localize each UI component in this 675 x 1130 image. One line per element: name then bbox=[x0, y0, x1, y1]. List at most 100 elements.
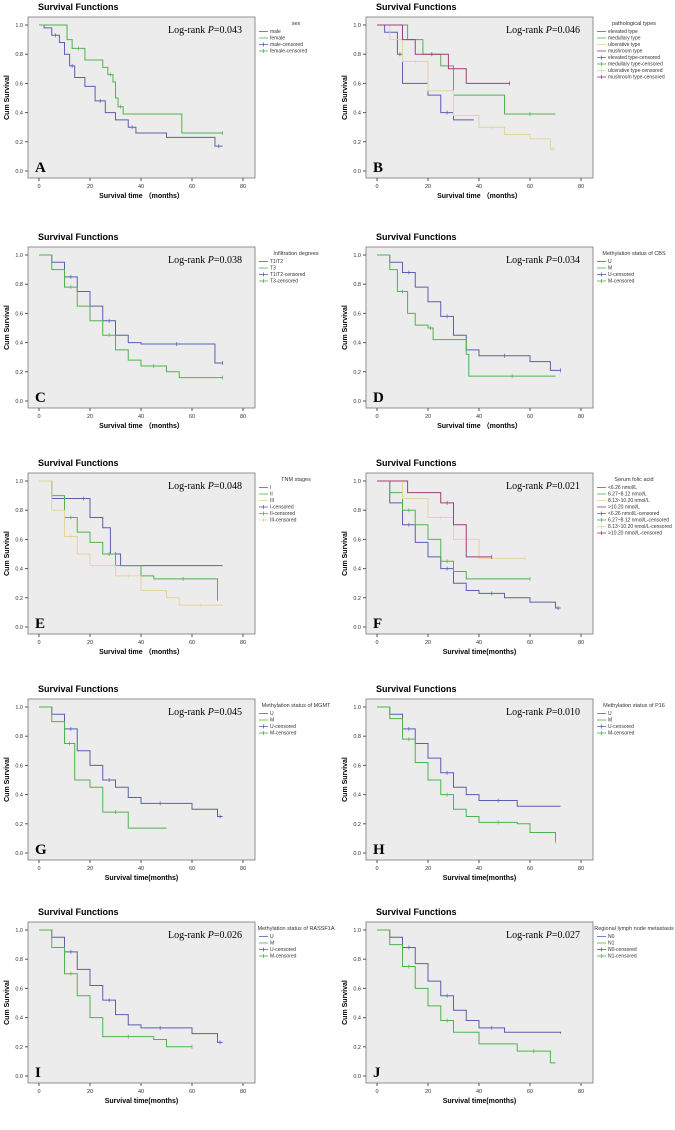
y-tick-label: 0.2 bbox=[15, 1045, 23, 1051]
panel-title: Survival Functions bbox=[376, 684, 457, 694]
survival-curve-1 bbox=[39, 480, 218, 601]
survival-curve-1 bbox=[377, 24, 556, 115]
survival-panel-i: Survival Functions 0.0 0.2 0.4 0.6 0.8 1.0 0 20 4… bbox=[0, 905, 337, 1130]
legend-entry: II-censored bbox=[270, 511, 295, 517]
p-symbol: P bbox=[545, 481, 552, 492]
legend-entry: M bbox=[608, 266, 612, 272]
y-tick-label: 1.0 bbox=[15, 253, 23, 259]
legend-entry: N0 bbox=[608, 934, 615, 940]
legend-title: sex bbox=[292, 21, 301, 27]
logrank-label: Log-rank P=0.026 bbox=[168, 930, 242, 941]
legend-entry: M-censored bbox=[608, 279, 635, 285]
survival-curve-1 bbox=[377, 929, 556, 1064]
y-tick-label: 0.2 bbox=[353, 140, 361, 146]
x-tick-label: 80 bbox=[578, 1089, 584, 1095]
p-symbol: P bbox=[207, 25, 214, 36]
legend-entry: female bbox=[270, 36, 285, 42]
survival-curve-0 bbox=[377, 24, 474, 121]
p-symbol: P bbox=[545, 255, 552, 266]
panel-title: Survival Functions bbox=[38, 907, 119, 917]
legend-entry: III-censored bbox=[270, 518, 297, 524]
x-tick-label: 60 bbox=[189, 184, 195, 190]
x-tick-label: 20 bbox=[425, 1089, 431, 1095]
legend-entry: U-censored bbox=[270, 947, 296, 953]
x-tick-label: 20 bbox=[425, 184, 431, 190]
logrank-text: Log-rank bbox=[506, 481, 546, 492]
y-tick-label: 0.6 bbox=[15, 763, 23, 769]
y-axis-label: Cum Survival bbox=[342, 75, 349, 120]
legend-entry: male bbox=[270, 29, 281, 35]
panel-letter: B bbox=[373, 160, 383, 176]
survival-panel-c: Survival Functions 0.0 0.2 0.4 0.6 0.8 1.0 0 20 4… bbox=[0, 230, 337, 455]
y-tick-label: 0.2 bbox=[353, 596, 361, 602]
legend-entry: M bbox=[270, 718, 274, 724]
x-tick-label: 40 bbox=[138, 640, 144, 646]
x-tick-label: 0 bbox=[37, 1089, 40, 1095]
y-tick-label: 0.6 bbox=[15, 311, 23, 317]
legend-entry: U bbox=[270, 934, 274, 940]
y-tick-label: 0.6 bbox=[15, 986, 23, 992]
logrank-text: Log-rank bbox=[506, 25, 546, 36]
legend-title: Methylation status of RASSF1A bbox=[257, 926, 334, 932]
x-axis-label: Survival time(months) bbox=[105, 875, 179, 882]
survival-curve-2 bbox=[377, 24, 556, 150]
y-tick-label: 0.8 bbox=[15, 52, 23, 58]
p-value: =0.038 bbox=[214, 255, 242, 266]
survival-panel-e: Survival Functions 0.0 0.2 0.4 0.6 0.8 1.0 0 20 4… bbox=[0, 456, 337, 681]
p-value: =0.045 bbox=[214, 707, 242, 718]
p-symbol: P bbox=[545, 930, 552, 941]
y-tick-label: 0.8 bbox=[353, 508, 361, 514]
x-tick-label: 60 bbox=[527, 414, 533, 420]
y-axis-label: Cum Survival bbox=[342, 531, 349, 576]
y-tick-label: 0.6 bbox=[353, 986, 361, 992]
x-tick-label: 40 bbox=[138, 866, 144, 872]
y-tick-label: 0.4 bbox=[15, 1016, 23, 1022]
y-tick-label: 0.0 bbox=[353, 399, 361, 405]
y-tick-label: 0.8 bbox=[15, 734, 23, 740]
y-axis-label: Cum Survival bbox=[342, 980, 349, 1025]
panel-title: Survival Functions bbox=[38, 232, 119, 242]
logrank-text: Log-rank bbox=[506, 707, 546, 718]
x-tick-label: 0 bbox=[37, 640, 40, 646]
panel-letter: D bbox=[373, 390, 384, 406]
logrank-label: Log-rank P=0.021 bbox=[506, 481, 580, 492]
x-tick-label: 80 bbox=[578, 184, 584, 190]
y-tick-label: 0.0 bbox=[15, 169, 23, 175]
y-tick-label: 0.6 bbox=[353, 81, 361, 87]
y-tick-label: 0.2 bbox=[353, 822, 361, 828]
legend-entry: U-censored bbox=[608, 272, 634, 278]
p-value: =0.048 bbox=[214, 481, 242, 492]
panel-letter: A bbox=[35, 160, 46, 176]
y-tick-label: 0.0 bbox=[353, 625, 361, 631]
p-symbol: P bbox=[207, 930, 214, 941]
legend-entry: 8.13~10.20 nmol/L-censored bbox=[608, 524, 672, 530]
x-tick-label: 20 bbox=[87, 184, 93, 190]
logrank-label: Log-rank P=0.043 bbox=[168, 25, 242, 36]
legend-entry: elevated type-censored bbox=[608, 55, 660, 61]
y-tick-label: 0.0 bbox=[353, 169, 361, 175]
x-tick-label: 60 bbox=[527, 866, 533, 872]
panel-letter: H bbox=[373, 842, 385, 858]
y-tick-label: 0.0 bbox=[353, 851, 361, 857]
y-tick-label: 0.8 bbox=[15, 957, 23, 963]
legend-entry: M-censored bbox=[608, 731, 635, 737]
legend-entry: U bbox=[608, 711, 612, 717]
legend-title: Infiltration degrees bbox=[273, 251, 318, 257]
x-tick-label: 0 bbox=[375, 414, 378, 420]
legend-title: pathological types bbox=[612, 21, 656, 27]
legend-entry: M-censored bbox=[270, 954, 297, 960]
y-axis-label: Cum Survival bbox=[4, 75, 11, 120]
x-tick-label: 20 bbox=[425, 640, 431, 646]
legend-title: Regional lymph node metastasis bbox=[594, 926, 674, 932]
x-tick-label: 0 bbox=[37, 866, 40, 872]
survival-panel-g: Survival Functions 0.0 0.2 0.4 0.6 0.8 1.0 0 20 4… bbox=[0, 682, 337, 907]
legend-entry: I bbox=[270, 485, 271, 491]
x-axis-label: Survival time （months） bbox=[99, 648, 184, 656]
legend-entry: U-censored bbox=[270, 724, 296, 730]
legend-entry: III bbox=[270, 498, 274, 504]
survival-panel-h: Survival Functions 0.0 0.2 0.4 0.6 0.8 1.0 0 20 4… bbox=[338, 682, 675, 907]
panel-letter: F bbox=[373, 616, 382, 632]
survival-panel-b: Survival Functions 0.0 0.2 0.4 0.6 0.8 1.0 0 20 4… bbox=[338, 0, 675, 225]
legend-entry: >10.20 nmol/L bbox=[608, 505, 640, 511]
legend-entry: I-censored bbox=[270, 505, 294, 511]
